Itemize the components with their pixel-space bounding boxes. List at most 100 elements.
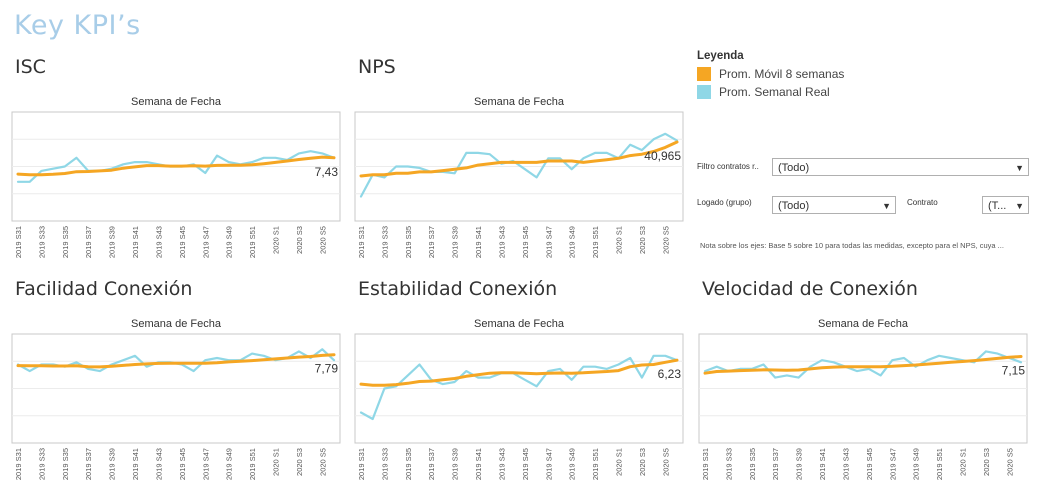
isc-title: ISC — [15, 56, 46, 78]
estabilidad-panel: Estabilidad Conexión Semana de Fecha 6,23… — [353, 278, 689, 484]
x-tick-label: 2019 S33 — [37, 226, 46, 258]
x-tick-label: 2019 S49 — [568, 226, 577, 258]
x-tick-label: 2019 S41 — [474, 448, 483, 480]
x-tick-label: 2019 S51 — [935, 448, 944, 480]
chart-svg: Semana de Fecha 7,79 2019 S31 2019 S33 2019 … — [11, 318, 341, 480]
axis-note: Nota sobre los ejes: Base 5 sobre 10 par… — [700, 241, 1004, 250]
x-tick-label: 2019 S51 — [591, 226, 600, 258]
chart-axis-header: Semana de Fecha — [131, 318, 222, 330]
x-tick-label: 2019 S43 — [497, 448, 506, 480]
x-tick-label: 2019 S47 — [201, 226, 210, 258]
x-tick-label: 2019 S45 — [178, 448, 187, 480]
x-tick-label: 2019 S31 — [357, 226, 366, 258]
chevron-down-icon: ▼ — [1015, 163, 1024, 173]
x-tick-label: 2019 S41 — [818, 448, 827, 480]
nps-title: NPS — [358, 56, 396, 78]
chart-axis-header: Semana de Fecha — [474, 96, 565, 108]
x-tick-label: 2020 S3 — [638, 448, 647, 476]
data-label: 7,43 — [315, 165, 339, 179]
series-line-weekly-real — [359, 354, 679, 421]
x-tick-label: 2019 S49 — [225, 226, 234, 258]
x-tick-label: 2019 S31 — [701, 448, 710, 480]
x-tick-label: 2019 S37 — [427, 448, 436, 480]
filter-logado-value: (Todo) — [778, 200, 810, 212]
x-tick-label: 2019 S33 — [37, 448, 46, 480]
x-tick-label: 2019 S51 — [248, 448, 257, 480]
x-tick-label: 2019 S41 — [131, 226, 140, 258]
x-tick-label: 2019 S31 — [14, 448, 23, 480]
x-tick-label: 2020 S5 — [661, 226, 670, 254]
filter-contratos-dropdown[interactable]: (Todo) ▼ — [772, 158, 1029, 176]
x-tick-label: 2019 S45 — [178, 226, 187, 258]
legend-label: Prom. Semanal Real — [719, 85, 830, 99]
isc-panel: ISC Semana de Fecha 7,43 2019 S31 2019 S33 2… — [10, 56, 346, 276]
x-tick-label: 2019 S31 — [14, 226, 23, 258]
x-tick-label: 2019 S43 — [154, 448, 163, 480]
x-tick-label: 2020 S1 — [614, 448, 623, 476]
x-tick-label: 2019 S45 — [521, 448, 530, 480]
x-tick-label: 2019 S39 — [795, 448, 804, 480]
legend: Leyenda Prom. Móvil 8 semanas Prom. Sema… — [697, 50, 844, 103]
data-label: 6,23 — [658, 367, 682, 381]
x-tick-label: 2019 S49 — [568, 448, 577, 480]
chart-svg: Semana de Fecha 6,23 2019 S31 2019 S33 2019 … — [354, 318, 684, 480]
legend-item-moving-average[interactable]: Prom. Móvil 8 semanas — [697, 67, 844, 81]
x-tick-label: 2019 S43 — [497, 226, 506, 258]
x-tick-label: 2019 S47 — [201, 448, 210, 480]
series-line-moving-average — [16, 353, 336, 369]
series-line-moving-average — [359, 140, 679, 178]
facilidad-panel: Facilidad Conexión Semana de Fecha 7,79 20… — [10, 278, 346, 484]
filter-contrato-dropdown[interactable]: (T... ▼ — [982, 196, 1029, 214]
velocidad-panel: Velocidad de Conexión Semana de Fecha 7,1… — [697, 278, 1033, 484]
chart-svg: Semana de Fecha 7,43 2019 S31 2019 S33 2019 … — [11, 96, 341, 258]
x-tick-label: 2019 S37 — [427, 226, 436, 258]
chart-svg: Semana de Fecha 40,965 2019 S31 2019 S33 201… — [354, 96, 684, 258]
chart-axis-header: Semana de Fecha — [131, 96, 222, 108]
filter-logado-dropdown[interactable]: (Todo) ▼ — [772, 196, 896, 214]
x-tick-label: 2019 S41 — [131, 448, 140, 480]
x-tick-label: 2019 S49 — [912, 448, 921, 480]
chart-svg: Semana de Fecha 7,15 2019 S31 2019 S33 2019 … — [698, 318, 1028, 480]
x-tick-label: 2020 S5 — [318, 448, 327, 476]
legend-swatch-orange — [697, 67, 711, 81]
x-tick-label: 2019 S33 — [380, 226, 389, 258]
filter-logado-label: Logado (grupo) — [697, 198, 752, 207]
x-tick-label: 2019 S39 — [108, 226, 117, 258]
x-tick-label: 2019 S39 — [451, 448, 460, 480]
series-line-moving-average — [703, 355, 1023, 375]
velocidad-title: Velocidad de Conexión — [702, 278, 918, 300]
series-line-weekly-real — [359, 132, 679, 198]
legend-item-weekly-real[interactable]: Prom. Semanal Real — [697, 85, 844, 99]
chevron-down-icon: ▼ — [882, 201, 891, 211]
x-tick-label: 2019 S31 — [357, 448, 366, 480]
x-tick-label: 2019 S35 — [404, 226, 413, 258]
filter-contratos-label: Filtro contratos r.. — [697, 162, 759, 171]
estabilidad-title: Estabilidad Conexión — [358, 278, 558, 300]
x-tick-label: 2020 S1 — [614, 226, 623, 254]
x-tick-label: 2019 S35 — [61, 226, 70, 258]
x-tick-label: 2020 S1 — [271, 226, 280, 254]
x-tick-label: 2019 S43 — [841, 448, 850, 480]
x-tick-label: 2019 S51 — [248, 226, 257, 258]
nps-panel: NPS Semana de Fecha 40,965 2019 S31 2019 S3… — [353, 56, 689, 276]
x-tick-label: 2019 S33 — [724, 448, 733, 480]
data-label: 7,79 — [315, 362, 339, 376]
x-tick-label: 2019 S47 — [544, 448, 553, 480]
x-tick-label: 2019 S37 — [84, 448, 93, 480]
series-line-moving-average — [16, 155, 336, 177]
data-label: 40,965 — [644, 149, 681, 163]
x-tick-label: 2019 S35 — [748, 448, 757, 480]
legend-title: Leyenda — [697, 50, 744, 62]
x-tick-label: 2019 S33 — [380, 448, 389, 480]
x-tick-label: 2020 S1 — [271, 448, 280, 476]
x-tick-label: 2019 S43 — [154, 226, 163, 258]
chart-axis-header: Semana de Fecha — [474, 318, 565, 330]
facilidad-title: Facilidad Conexión — [15, 278, 193, 300]
x-tick-label: 2020 S3 — [638, 226, 647, 254]
data-label: 7,15 — [1002, 363, 1026, 377]
chart-axis-header: Semana de Fecha — [818, 318, 909, 330]
x-tick-label: 2019 S37 — [771, 448, 780, 480]
x-tick-label: 2019 S35 — [61, 448, 70, 480]
legend-label: Prom. Móvil 8 semanas — [719, 67, 845, 81]
x-tick-label: 2020 S3 — [982, 448, 991, 476]
